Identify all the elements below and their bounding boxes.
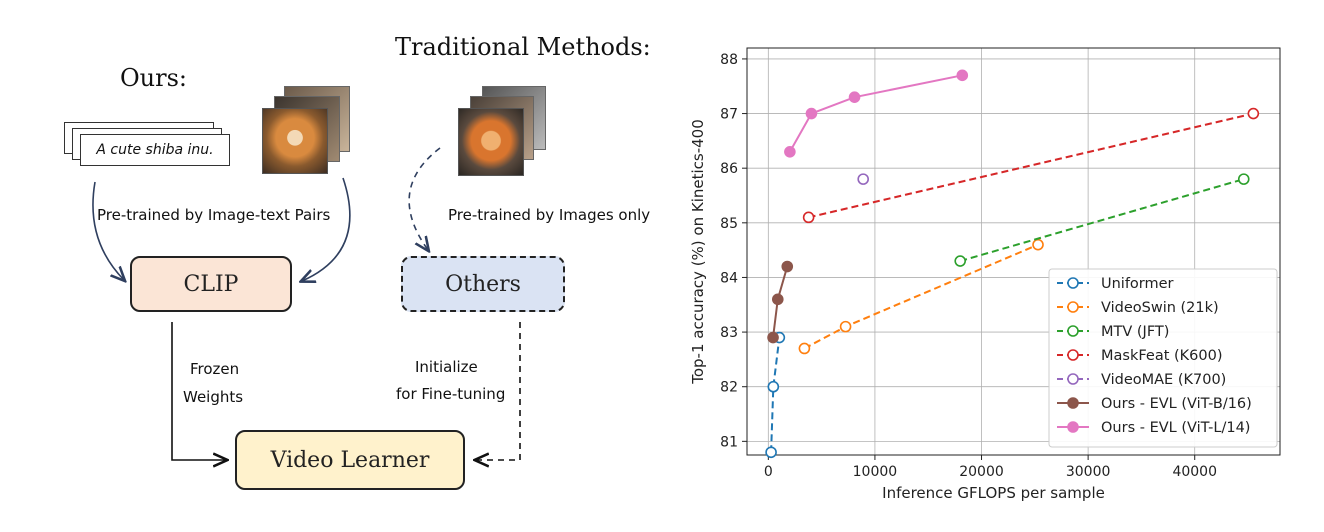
caption-text: A cute shiba inu. (96, 142, 214, 158)
data-point (1032, 238, 1044, 251)
data-point (802, 211, 815, 224)
y-tick-label: 82 (720, 380, 738, 396)
traditional-title: Traditional Methods: (395, 33, 651, 61)
legend-swatch-marker (1067, 301, 1079, 313)
y-tick-label: 87 (720, 107, 738, 123)
legend-swatch-marker (1067, 349, 1079, 361)
video-learner-box: Video Learner (235, 430, 465, 490)
legend-entry-label: MTV (JFT) (1101, 324, 1169, 340)
plot-frame (746, 47, 1281, 456)
legend: Uniformer VideoSwin (21k) MTV (JFT) MaskFea… (1048, 268, 1278, 448)
x-tick-label: 40000 (1172, 464, 1217, 480)
legend-frame (1048, 268, 1278, 448)
data-point (765, 446, 777, 459)
legend-entry-label: Ours - EVL (ViT-B/16) (1101, 396, 1252, 412)
others-box: Others (401, 256, 565, 312)
cat-image-stack (456, 86, 548, 180)
cat-photo (458, 108, 524, 176)
accuracy-chart: 0 10000 20000 30000 40000 81 82 83 84 85 86 87 88 Inf… (689, 47, 1281, 502)
legend-entry-label: VideoMAE (K700) (1101, 372, 1226, 388)
x-tick-label: 10000 (853, 464, 898, 480)
y-tick-label: 86 (720, 161, 738, 177)
series-line (770, 337, 781, 453)
data-point (848, 91, 861, 103)
legend-entry-label: Ours - EVL (ViT-L/14) (1101, 420, 1250, 436)
arrow-clip-to-video (171, 322, 226, 460)
data-point (767, 380, 780, 393)
series-line (959, 178, 1245, 263)
text-card-stack: A cute shiba inu. (64, 122, 234, 166)
data-point (784, 145, 796, 158)
y-tick-label: 83 (720, 325, 738, 341)
y-tick-label: 85 (720, 216, 738, 232)
shiba-photo (262, 108, 328, 174)
legend-swatch-marker (1067, 277, 1079, 289)
x-tick-label: 20000 (959, 464, 1004, 480)
frozen-label-line2: Weights (183, 388, 244, 406)
arrow-others-to-video (476, 322, 521, 460)
y-axis-label: Top-1 accuracy (%) on Kinetics-400 (689, 119, 707, 385)
init-label-line1: Initialize (415, 358, 478, 376)
y-tick-label: 84 (720, 270, 738, 286)
data-point (781, 260, 794, 273)
pretrained-images-label: Pre-trained by Images only (448, 206, 651, 224)
init-label-line2: for Fine-tuning (396, 385, 506, 403)
series-line (808, 112, 1254, 219)
clip-box: CLIP (130, 256, 292, 312)
series-4 (857, 173, 869, 185)
data-point (767, 331, 779, 344)
series-5 (767, 260, 794, 344)
series-6 (784, 69, 969, 158)
legend-swatch-marker (1067, 373, 1079, 385)
frozen-label-line1: Frozen (190, 360, 240, 378)
series-2 (954, 173, 1250, 267)
data-point (956, 69, 969, 82)
series-line (803, 243, 1039, 350)
legend-swatch-marker (1067, 421, 1079, 433)
pretrained-pairs-label: Pre-trained by Image-text Pairs (97, 206, 331, 224)
legend-swatch-marker (1067, 397, 1079, 409)
legend-swatch-marker (1067, 325, 1079, 337)
legend-entry-label: Uniformer (1101, 276, 1174, 292)
x-tick-label: 0 (764, 464, 773, 480)
arrow-text-to-clip (92, 181, 124, 280)
data-point (857, 173, 869, 185)
data-point (954, 255, 967, 267)
y-tick-label: 81 (720, 434, 738, 450)
data-point (798, 342, 811, 355)
ours-title: Ours: (120, 64, 188, 92)
y-tick-label: 88 (720, 52, 738, 68)
legend-entry-label: MaskFeat (K600) (1101, 348, 1223, 364)
series-line (789, 74, 963, 153)
series-1 (798, 238, 1044, 355)
shiba-image-stack (262, 86, 352, 176)
data-point (839, 320, 852, 333)
data-point (1247, 107, 1260, 120)
data-point (1237, 173, 1250, 185)
arrow-image-to-clip (302, 177, 351, 281)
data-point (771, 293, 784, 306)
data-point (805, 107, 818, 120)
x-axis-label: Inference GFLOPS per sample (882, 484, 1105, 502)
x-tick-label: 30000 (1066, 464, 1111, 480)
series-3 (802, 107, 1260, 224)
diagram-arrows (92, 147, 521, 532)
series-0 (765, 331, 786, 459)
legend-entry-label: VideoSwin (21k) (1101, 300, 1219, 316)
text-card-front: A cute shiba inu. (80, 134, 230, 166)
arrow-image-to-others (408, 147, 441, 250)
